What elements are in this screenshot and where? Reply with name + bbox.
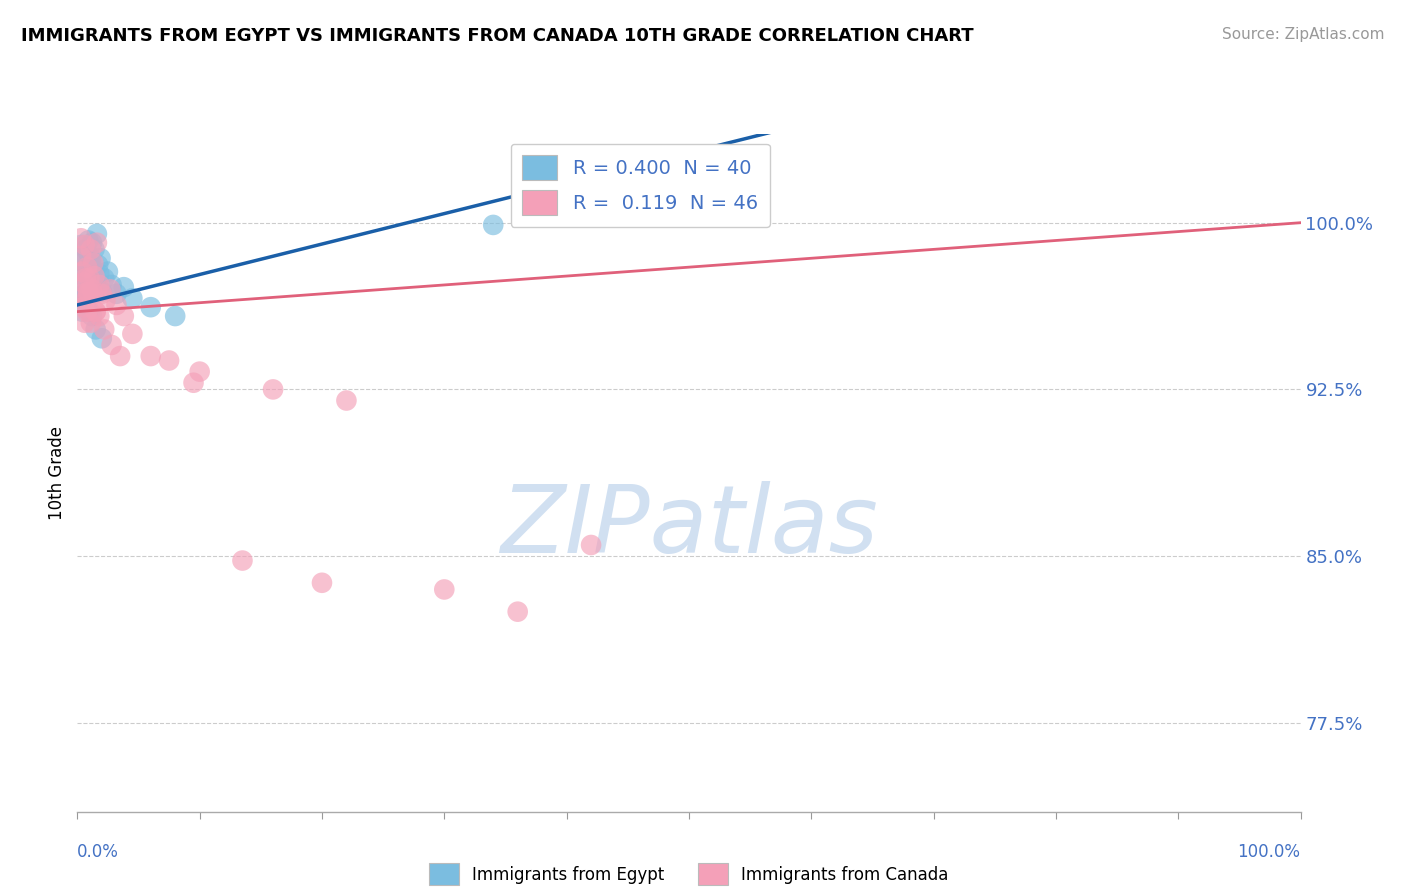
- Point: [70, 286, 93, 301]
- Point: [482, 218, 505, 232]
- Point: [90, 252, 112, 266]
- Point: [82, 256, 104, 270]
- Point: [82, 286, 104, 301]
- Point: [79, 268, 101, 283]
- Point: [76, 260, 98, 275]
- Point: [231, 553, 253, 567]
- Text: IMMIGRANTS FROM EGYPT VS IMMIGRANTS FROM CANADA 10TH GRADE CORRELATION CHART: IMMIGRANTS FROM EGYPT VS IMMIGRANTS FROM…: [21, 27, 974, 45]
- Legend: Immigrants from Egypt, Immigrants from Canada: Immigrants from Egypt, Immigrants from C…: [422, 857, 956, 891]
- Point: [80, 253, 103, 268]
- Point: [98, 282, 121, 296]
- Point: [80, 243, 103, 257]
- Point: [72, 300, 94, 314]
- Point: [72, 276, 94, 290]
- Point: [70, 238, 93, 252]
- Text: Source: ZipAtlas.com: Source: ZipAtlas.com: [1222, 27, 1385, 42]
- Point: [112, 309, 135, 323]
- Point: [183, 376, 205, 390]
- Point: [73, 238, 96, 252]
- Point: [100, 277, 122, 292]
- Point: [77, 234, 100, 248]
- Point: [70, 249, 93, 263]
- Point: [121, 291, 143, 305]
- Point: [579, 538, 602, 552]
- Text: 0.0%: 0.0%: [77, 843, 120, 861]
- Point: [262, 383, 284, 397]
- Point: [84, 322, 107, 336]
- Point: [80, 282, 103, 296]
- Point: [311, 575, 333, 590]
- Point: [79, 249, 101, 263]
- Point: [86, 227, 108, 241]
- Point: [157, 353, 180, 368]
- Point: [90, 285, 112, 299]
- Point: [73, 286, 96, 301]
- Point: [433, 582, 456, 597]
- Point: [70, 304, 93, 318]
- Point: [75, 271, 97, 285]
- Point: [89, 309, 111, 323]
- Point: [82, 262, 104, 277]
- Point: [139, 300, 162, 314]
- Point: [86, 235, 108, 250]
- Point: [84, 304, 107, 318]
- Point: [188, 365, 211, 379]
- Point: [70, 264, 93, 278]
- Point: [165, 309, 187, 323]
- Point: [97, 264, 120, 278]
- Point: [79, 271, 101, 285]
- Point: [70, 231, 93, 245]
- Point: [506, 605, 529, 619]
- Point: [75, 293, 97, 308]
- Point: [77, 285, 100, 299]
- Point: [112, 280, 135, 294]
- Point: [80, 316, 103, 330]
- Point: [105, 286, 128, 301]
- Point: [335, 393, 357, 408]
- Point: [83, 268, 105, 283]
- Point: [76, 298, 98, 312]
- Point: [80, 277, 103, 292]
- Point: [90, 331, 112, 345]
- Point: [139, 349, 162, 363]
- Point: [80, 309, 103, 323]
- Point: [93, 271, 115, 285]
- Text: ZIPatlas: ZIPatlas: [501, 482, 877, 573]
- Point: [70, 249, 93, 263]
- Point: [100, 338, 122, 352]
- Point: [94, 293, 117, 308]
- Point: [89, 277, 111, 292]
- Point: [75, 243, 97, 257]
- Point: [76, 260, 98, 275]
- Point: [87, 258, 110, 272]
- Text: 100.0%: 100.0%: [1237, 843, 1301, 861]
- Point: [76, 304, 98, 318]
- Point: [70, 293, 93, 308]
- Point: [79, 304, 101, 318]
- Point: [77, 282, 100, 296]
- Point: [73, 264, 96, 278]
- Point: [72, 282, 94, 296]
- Point: [108, 349, 131, 363]
- Point: [90, 286, 112, 301]
- Point: [83, 243, 105, 257]
- Point: [93, 322, 115, 336]
- Point: [73, 316, 96, 330]
- Point: [72, 256, 94, 270]
- Point: [80, 235, 103, 250]
- Point: [84, 304, 107, 318]
- Point: [105, 298, 128, 312]
- Point: [89, 267, 111, 281]
- Y-axis label: 10th Grade: 10th Grade: [48, 425, 66, 520]
- Point: [84, 276, 107, 290]
- Point: [121, 326, 143, 341]
- Point: [75, 271, 97, 285]
- Point: [77, 286, 100, 301]
